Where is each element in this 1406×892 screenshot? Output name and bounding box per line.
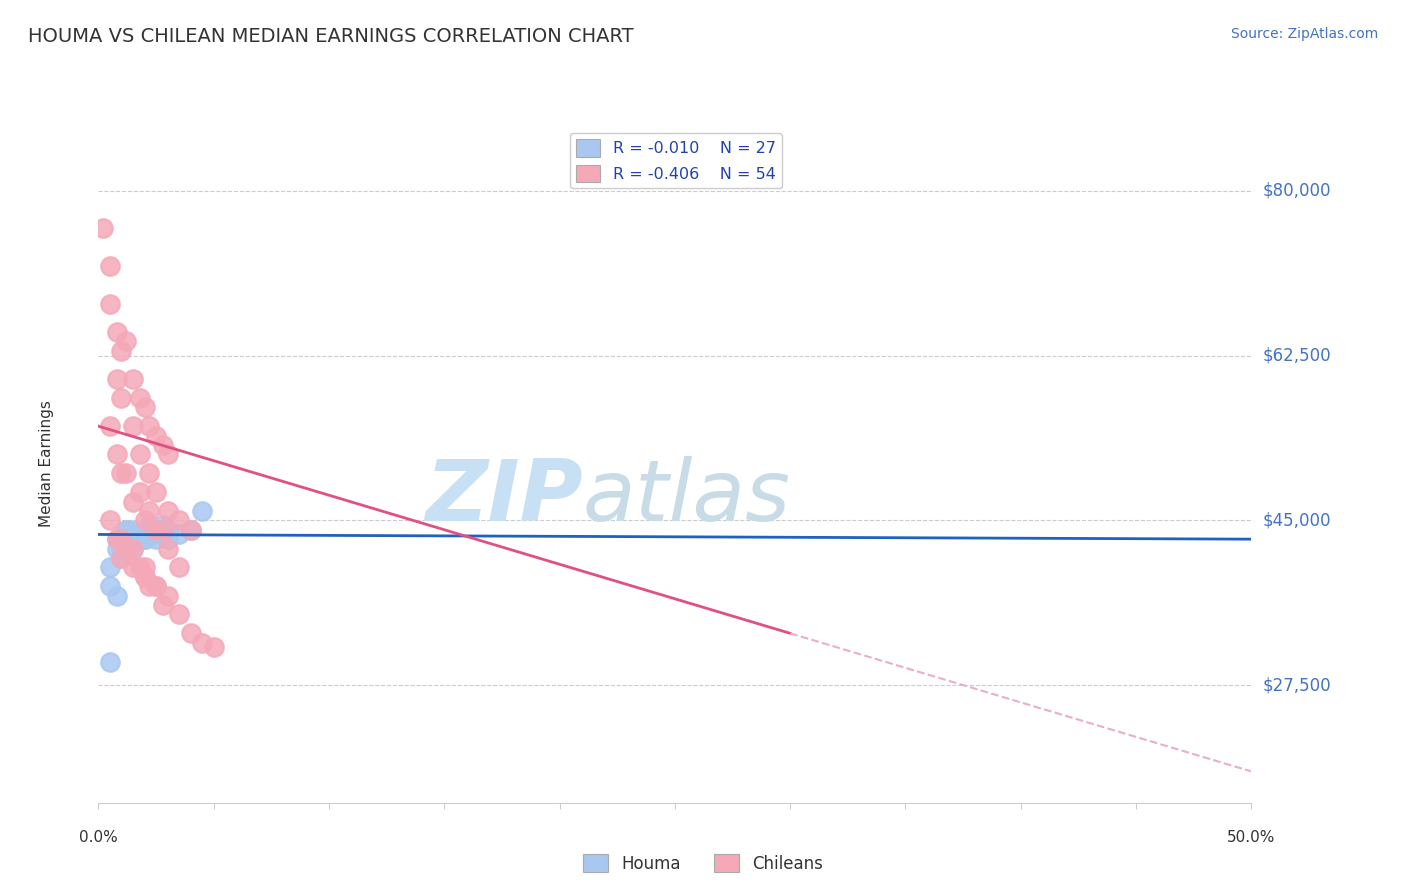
Point bbox=[129, 527, 152, 541]
Text: Source: ZipAtlas.com: Source: ZipAtlas.com bbox=[1230, 27, 1378, 41]
Point bbox=[98, 259, 121, 273]
Point bbox=[134, 532, 156, 546]
Point bbox=[115, 523, 138, 537]
Point bbox=[105, 372, 128, 386]
Point bbox=[156, 532, 179, 546]
Point bbox=[105, 589, 128, 603]
Point bbox=[110, 467, 132, 481]
Point bbox=[110, 532, 132, 546]
Point bbox=[191, 636, 214, 650]
Point bbox=[110, 391, 132, 405]
Point bbox=[122, 541, 145, 556]
Point bbox=[129, 485, 152, 500]
Point bbox=[152, 523, 174, 537]
Point bbox=[98, 297, 121, 311]
Text: $27,500: $27,500 bbox=[1263, 676, 1331, 694]
Text: $80,000: $80,000 bbox=[1263, 182, 1331, 200]
Text: ZIP: ZIP bbox=[425, 456, 582, 540]
Point bbox=[91, 221, 114, 235]
Point bbox=[98, 655, 121, 669]
Point bbox=[138, 523, 160, 537]
Point bbox=[129, 447, 152, 461]
Point bbox=[152, 518, 174, 533]
Point bbox=[145, 428, 167, 442]
Point bbox=[129, 560, 152, 574]
Point bbox=[115, 523, 138, 537]
Point bbox=[145, 485, 167, 500]
Point bbox=[152, 598, 174, 612]
Text: $45,000: $45,000 bbox=[1263, 511, 1331, 529]
Point bbox=[152, 438, 174, 452]
Point bbox=[156, 589, 179, 603]
Text: atlas: atlas bbox=[582, 456, 790, 540]
Point bbox=[105, 447, 128, 461]
Point bbox=[180, 523, 202, 537]
Text: HOUMA VS CHILEAN MEDIAN EARNINGS CORRELATION CHART: HOUMA VS CHILEAN MEDIAN EARNINGS CORRELA… bbox=[28, 27, 634, 45]
Text: $62,500: $62,500 bbox=[1263, 347, 1331, 365]
Point bbox=[145, 532, 167, 546]
Point bbox=[122, 541, 145, 556]
Point bbox=[105, 325, 128, 339]
Point bbox=[122, 532, 145, 546]
Text: 0.0%: 0.0% bbox=[79, 830, 118, 845]
Point bbox=[134, 570, 156, 584]
Point bbox=[129, 527, 152, 541]
Point bbox=[138, 579, 160, 593]
Point bbox=[180, 626, 202, 640]
Point bbox=[98, 560, 121, 574]
Point bbox=[145, 523, 167, 537]
Point bbox=[110, 551, 132, 566]
Point bbox=[122, 523, 145, 537]
Point bbox=[110, 551, 132, 566]
Point bbox=[134, 401, 156, 415]
Point bbox=[167, 560, 190, 574]
Point bbox=[145, 527, 167, 541]
Point bbox=[138, 504, 160, 518]
Point bbox=[129, 391, 152, 405]
Point bbox=[110, 343, 132, 358]
Point bbox=[110, 541, 132, 556]
Point bbox=[122, 372, 145, 386]
Point bbox=[138, 419, 160, 434]
Text: 50.0%: 50.0% bbox=[1227, 830, 1275, 845]
Point bbox=[167, 513, 190, 527]
Point bbox=[122, 560, 145, 574]
Point bbox=[115, 467, 138, 481]
Point bbox=[105, 541, 128, 556]
Point bbox=[98, 513, 121, 527]
Point bbox=[145, 579, 167, 593]
Point bbox=[122, 419, 145, 434]
Point bbox=[134, 532, 156, 546]
Point bbox=[145, 579, 167, 593]
Point bbox=[138, 467, 160, 481]
Point bbox=[105, 532, 128, 546]
Point bbox=[156, 523, 179, 537]
Point bbox=[115, 334, 138, 349]
Legend: R = -0.010    N = 27, R = -0.406    N = 54: R = -0.010 N = 27, R = -0.406 N = 54 bbox=[569, 133, 782, 188]
Point bbox=[134, 513, 156, 527]
Point bbox=[156, 541, 179, 556]
Point bbox=[134, 570, 156, 584]
Point bbox=[115, 541, 138, 556]
Point bbox=[180, 523, 202, 537]
Point bbox=[122, 494, 145, 508]
Point bbox=[98, 579, 121, 593]
Point bbox=[191, 504, 214, 518]
Point bbox=[156, 447, 179, 461]
Point bbox=[134, 560, 156, 574]
Point bbox=[105, 532, 128, 546]
Legend: Houma, Chileans: Houma, Chileans bbox=[576, 847, 830, 880]
Point bbox=[167, 527, 190, 541]
Point bbox=[98, 419, 121, 434]
Text: Median Earnings: Median Earnings bbox=[39, 401, 53, 527]
Point bbox=[156, 504, 179, 518]
Point bbox=[167, 607, 190, 622]
Point bbox=[138, 518, 160, 533]
Point bbox=[202, 640, 225, 655]
